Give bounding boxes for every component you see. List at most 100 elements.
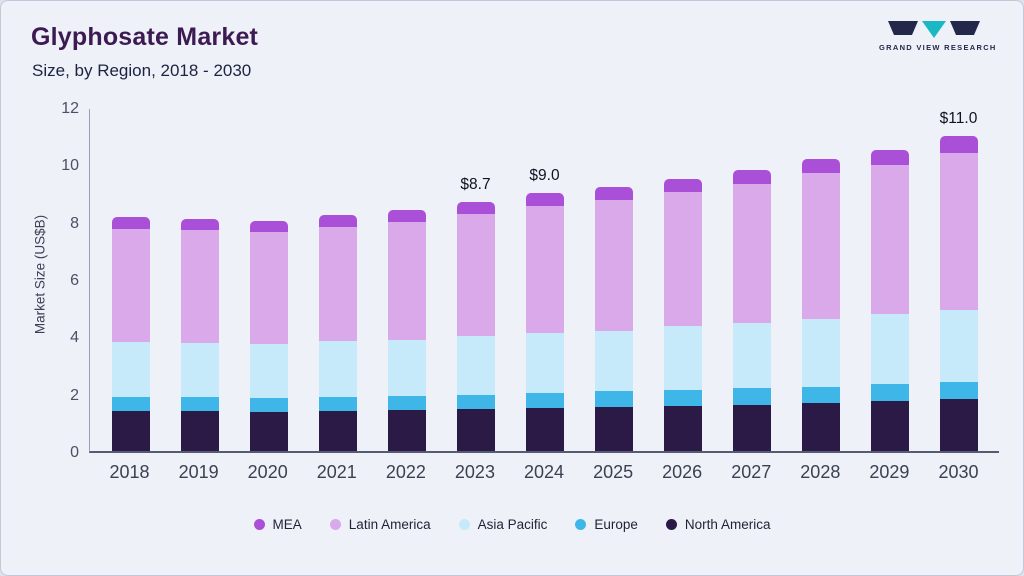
segment-europe	[594, 391, 633, 408]
x-tick-label-2024: 2024	[523, 462, 565, 482]
segment-north-america	[456, 409, 495, 451]
segment-europe	[249, 397, 288, 412]
segment-north-america	[939, 399, 978, 451]
bar-column-2030: $11.0	[924, 109, 993, 451]
plot-area: $8.7 $9.0 $11.0	[89, 109, 999, 453]
segment-latin-america	[318, 226, 357, 342]
bar-column-2023: $8.7	[441, 109, 510, 451]
segment-latin-america	[180, 230, 219, 343]
segment-europe	[180, 397, 219, 412]
bar-2026	[663, 178, 702, 451]
y-tick-label: 6	[70, 272, 79, 289]
segment-europe	[525, 392, 564, 408]
x-tick-label-2018: 2018	[109, 462, 150, 482]
x-tick-label-2023: 2023	[454, 462, 495, 482]
segment-europe	[456, 394, 495, 410]
segment-mea	[801, 158, 840, 174]
legend-item-europe: Europe	[575, 517, 638, 532]
y-tick-label: 8	[70, 214, 79, 232]
legend-item-north-america: North America	[665, 517, 771, 532]
x-tick-label-2020: 2020	[247, 462, 288, 482]
bar-2023	[456, 201, 495, 451]
segment-latin-america	[456, 213, 495, 337]
segment-asia-pacific	[801, 318, 840, 387]
x-tick-label-2022: 2022	[385, 462, 426, 482]
segment-europe	[732, 388, 771, 405]
value-label-2023: $8.7	[460, 175, 491, 193]
legend-item-mea: MEA	[253, 517, 302, 532]
y-tick-label: 2	[70, 386, 79, 404]
page-subtitle: Size, by Region, 2018 - 2030	[32, 61, 252, 80]
x-tick-label-2025: 2025	[593, 462, 634, 482]
page-title: Glyphosate Market	[31, 23, 259, 51]
segment-latin-america	[732, 184, 771, 323]
x-tick-label-2019: 2019	[178, 462, 219, 482]
legend-label-mea: MEA	[272, 517, 302, 532]
legend-dot-north-america	[665, 519, 677, 530]
segment-latin-america	[387, 222, 426, 340]
segment-asia-pacific	[870, 314, 909, 385]
bar-2028	[801, 158, 840, 451]
segment-europe	[111, 396, 150, 411]
segment-mea	[111, 217, 150, 229]
legend-item-latin-america: Latin America	[329, 517, 431, 532]
bar-column-2029	[855, 109, 924, 451]
x-tick-label-2027: 2027	[731, 462, 772, 482]
segment-mea	[525, 193, 564, 207]
bar-2019	[180, 218, 219, 451]
segment-asia-pacific	[594, 330, 633, 392]
segment-latin-america	[663, 192, 702, 327]
bar-2025	[594, 187, 633, 451]
bar-2030	[939, 135, 978, 451]
legend: MEA Latin America Asia Pacific Europe North …	[1, 517, 1023, 532]
y-tick-label: 10	[61, 157, 79, 175]
segment-mea	[594, 187, 633, 201]
segment-latin-america	[801, 173, 840, 319]
x-tick-label-2026: 2026	[662, 462, 703, 482]
bar-column-2022	[372, 109, 441, 451]
segment-europe	[663, 389, 702, 406]
segment-latin-america	[525, 206, 564, 334]
bar-2027	[732, 170, 771, 451]
legend-dot-europe	[575, 519, 587, 530]
bar-2029	[870, 150, 909, 451]
x-tick-label-2030: 2030	[938, 462, 979, 482]
segment-asia-pacific	[456, 336, 495, 395]
segment-mea	[870, 150, 909, 166]
bar-column-2019	[165, 109, 234, 451]
bars: $8.7 $9.0 $11.0	[90, 109, 999, 451]
segment-mea	[663, 178, 702, 193]
stacked-bar-chart: Market Size (US$B) 0 2 4 6 8 10 12 $8.7 $9.0 $11…	[27, 101, 999, 483]
x-tick-label-2029: 2029	[869, 462, 910, 482]
segment-mea	[456, 201, 495, 214]
segment-north-america	[732, 404, 771, 451]
segment-latin-america	[111, 228, 150, 343]
legend-item-asia-pacific: Asia Pacific	[458, 517, 547, 532]
segment-asia-pacific	[249, 344, 288, 398]
bar-column-2018	[96, 109, 165, 451]
segment-mea	[318, 214, 357, 227]
legend-label-north-america: North America	[684, 517, 771, 532]
segment-asia-pacific	[525, 333, 564, 393]
y-axis-ticks: 0 2 4 6 8 10 12	[53, 101, 89, 461]
bar-column-2027	[717, 109, 786, 451]
segment-north-america	[111, 410, 150, 451]
bar-2021	[318, 214, 357, 451]
segment-north-america	[594, 407, 633, 451]
segment-asia-pacific	[180, 342, 219, 398]
segment-europe	[318, 396, 357, 411]
y-tick-label: 12	[61, 100, 79, 117]
segment-north-america	[870, 401, 909, 451]
legend-label-latin-america: Latin America	[348, 517, 431, 532]
segment-asia-pacific	[939, 309, 978, 383]
bar-2020	[249, 220, 288, 451]
segment-mea	[249, 220, 288, 233]
segment-asia-pacific	[318, 341, 357, 397]
segment-north-america	[525, 408, 564, 451]
x-axis-labels: 2018 2019 2020 2021 2022 2023 2024 2025 2026 2027…	[89, 462, 999, 483]
segment-europe	[870, 384, 909, 402]
y-tick-label: 4	[70, 329, 79, 347]
bar-2022	[387, 210, 426, 451]
segment-latin-america	[870, 165, 909, 315]
segment-mea	[180, 218, 219, 231]
